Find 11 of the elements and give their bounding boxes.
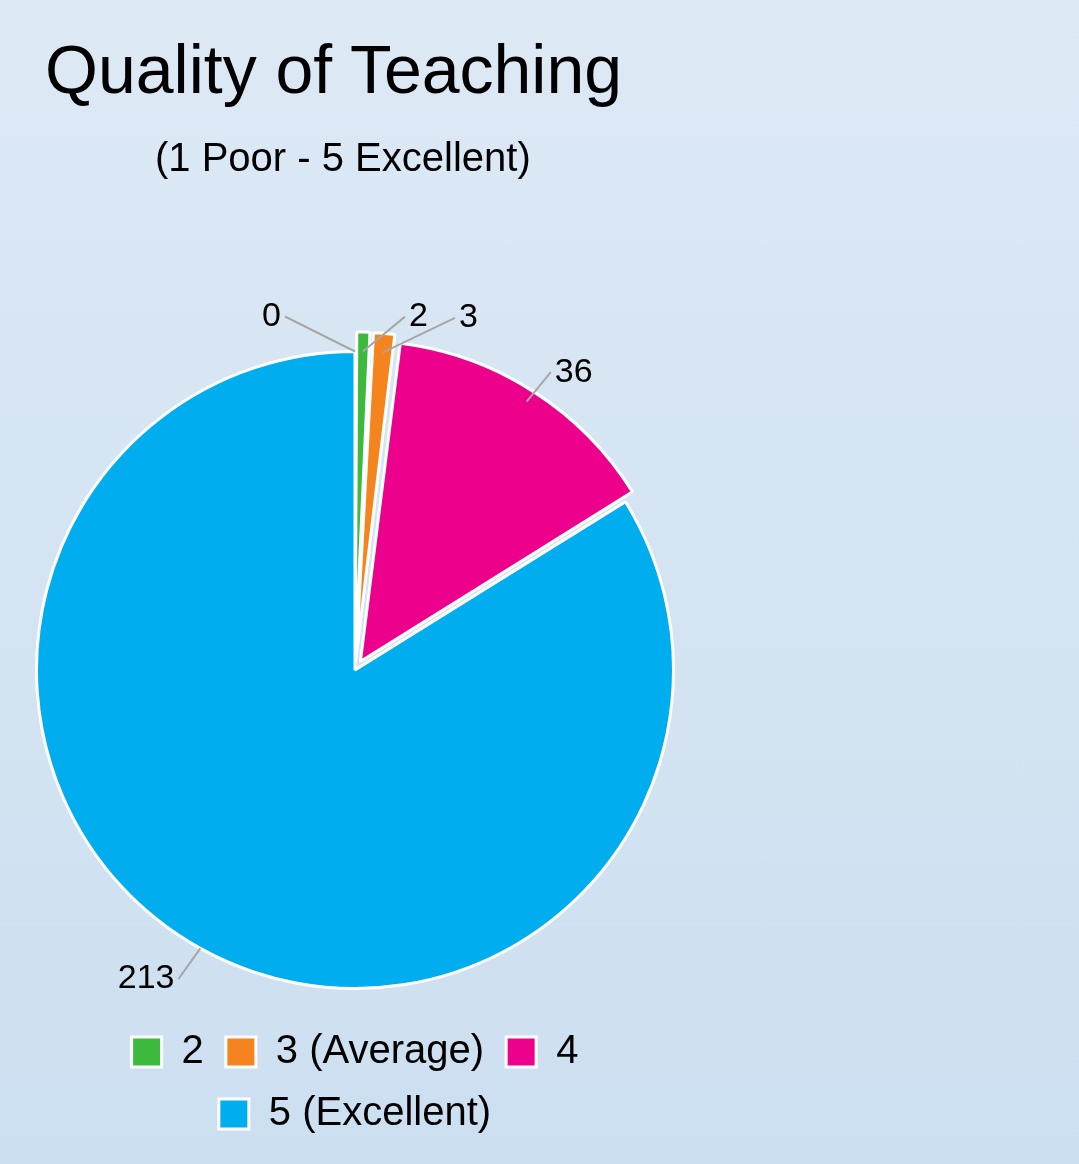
text: 0 (262, 294, 281, 333)
legend-label: 4 (556, 1027, 579, 1072)
legend-label: 2 (181, 1027, 204, 1072)
chart-title: Quality of Teaching (45, 30, 623, 108)
data-label: 36 (554, 350, 593, 389)
data-label: 213 (117, 957, 175, 996)
data-label: 2 (409, 294, 428, 333)
legend-label: 3 (Average) (275, 1027, 485, 1072)
legend-label: 5 (Excellent) (268, 1089, 492, 1134)
chart-subtitle: (1 Poor - 5 Excellent) (155, 135, 531, 180)
data-label: 3 (459, 296, 478, 335)
